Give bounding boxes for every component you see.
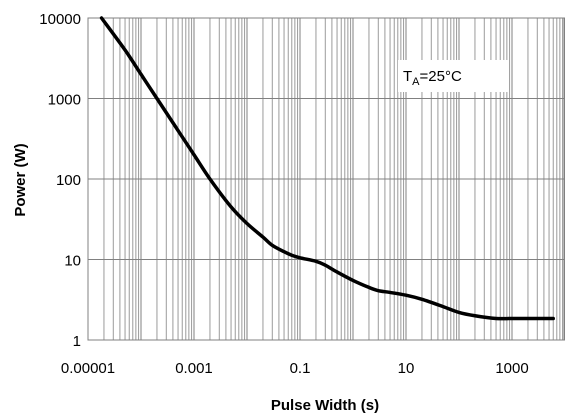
annotation-box: [398, 60, 508, 92]
y-axis-label: Power (W): [12, 143, 29, 216]
annotation-main: T: [403, 68, 412, 85]
x-axis-tick-labels: 0.00001 0.001 0.1 10 1000: [61, 360, 529, 377]
y-axis-tick-labels: 1 10 100 1000 10000: [39, 11, 81, 350]
y-tick-label: 1000: [48, 92, 81, 109]
y-tick-label: 10: [64, 253, 81, 270]
annotation-rest: =25°C: [420, 68, 462, 85]
y-tick-label: 1: [73, 333, 81, 350]
annotation-subscript: A: [412, 76, 420, 88]
x-tick-label: 0.1: [290, 360, 311, 377]
plot-frame: [87, 17, 565, 341]
x-tick-label: 0.00001: [61, 360, 115, 377]
y-tick-label: 100: [56, 172, 81, 189]
series-line: [99, 16, 555, 321]
x-tick-label: 1000: [495, 360, 528, 377]
x-axis-label: Pulse Width (s): [271, 397, 379, 414]
x-tick-label: 0.001: [175, 360, 213, 377]
x-tick-label: 10: [398, 360, 415, 377]
y-tick-label: 10000: [39, 11, 81, 28]
annotation-text: TA=25°C: [403, 68, 462, 88]
